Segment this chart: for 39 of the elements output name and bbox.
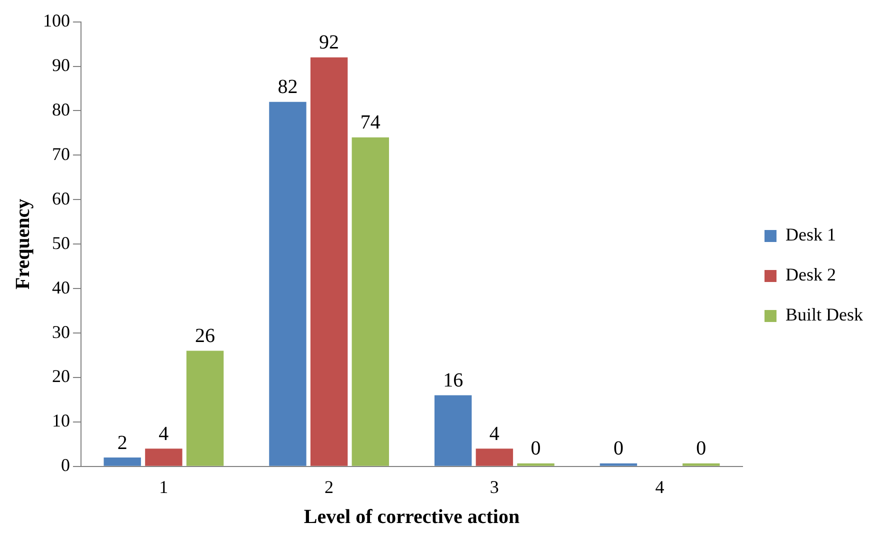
x-tick-label: 2 [324, 476, 334, 497]
y-tick-label: 10 [52, 410, 70, 431]
bar [476, 448, 514, 466]
bar [352, 137, 390, 466]
x-tick-label: 3 [490, 476, 499, 497]
data-label: 0 [613, 438, 624, 460]
y-axis-title: Frequency [12, 198, 34, 290]
data-label: 74 [360, 112, 380, 134]
y-tick-label: 40 [52, 277, 70, 298]
y-tick-label: 50 [52, 232, 70, 253]
y-tick-label: 70 [52, 144, 70, 164]
bar [145, 448, 182, 466]
x-axis-title: Level of corrective action [304, 506, 520, 528]
legend-label: Desk 2 [786, 264, 836, 285]
y-tick-label: 90 [52, 54, 70, 75]
data-label: 4 [489, 422, 500, 445]
y-tick-label: 30 [52, 322, 70, 342]
bar [310, 57, 348, 466]
x-tick-label: 4 [655, 476, 664, 497]
y-tick-label: 80 [52, 99, 70, 120]
x-tick-label: 1 [159, 476, 168, 497]
data-label: 2 [117, 432, 128, 454]
bar [186, 350, 224, 466]
data-label: 82 [278, 76, 298, 98]
data-label: 4 [158, 422, 169, 445]
bar [269, 102, 306, 466]
legend-label: Built Desk [786, 304, 864, 325]
bar [104, 458, 141, 466]
y-tick-label: 20 [52, 366, 70, 386]
bar [434, 395, 472, 466]
data-label: 26 [195, 325, 216, 348]
data-label: 0 [696, 438, 706, 460]
data-label: 16 [443, 370, 464, 392]
y-tick-label: 0 [61, 455, 70, 476]
data-label: 0 [530, 438, 541, 460]
data-label: 92 [319, 32, 340, 54]
y-tick-label: 60 [52, 188, 70, 208]
legend-label: Desk 1 [786, 224, 836, 245]
y-tick-label: 100 [43, 10, 70, 31]
